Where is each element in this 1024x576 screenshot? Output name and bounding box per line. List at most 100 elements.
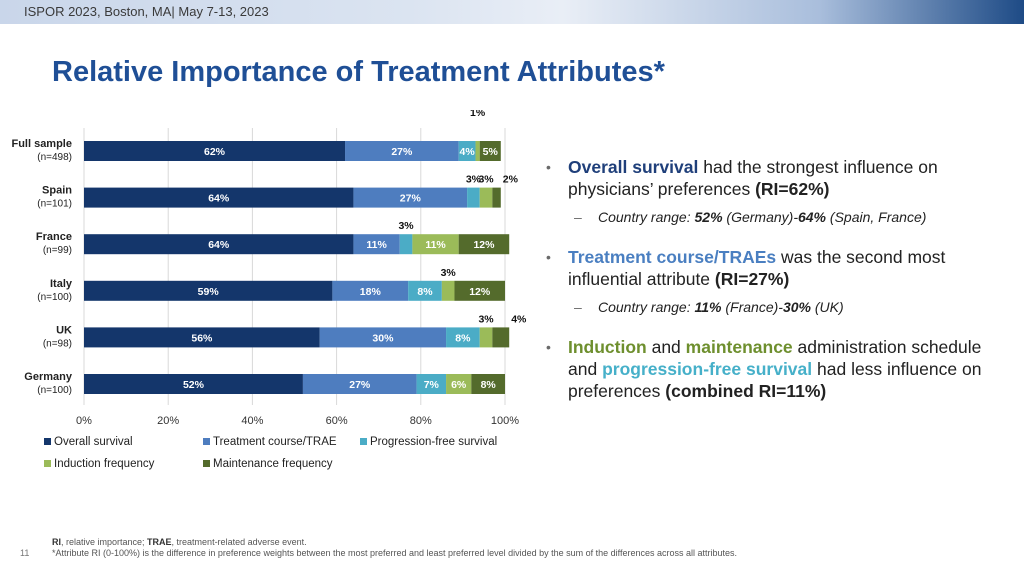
bullet-text-segment: had the strongest influence on physician… <box>568 157 938 199</box>
data-label: 3% <box>478 174 494 186</box>
data-label: 3% <box>441 267 457 279</box>
bullet-item: • Overall survival had the strongest infl… <box>546 156 1006 200</box>
category-n-label: (n=98) <box>43 338 72 349</box>
bar-segment-induction <box>479 327 493 348</box>
stacked-bar-chart: 0% 20% 40% 60% 80% 100% Full sample (n=498) 62% 2… <box>11 110 527 470</box>
bar-segment-overall-survival <box>84 234 354 255</box>
legend-swatch-maintenance <box>203 460 210 467</box>
x-tick-label: 40% <box>241 415 263 427</box>
bar-segment-induction <box>441 280 455 301</box>
data-label: 52% <box>183 379 205 391</box>
bar-segment-progression-free <box>408 280 442 301</box>
bar-segment-treatment-course <box>353 187 468 208</box>
data-label: 64% <box>208 239 230 251</box>
header-bar: ISPOR 2023, Boston, MA| May 7-13, 2023 <box>0 0 1024 24</box>
bar-segment-treatment-course <box>353 234 400 255</box>
category-n-label: (n=99) <box>43 245 72 256</box>
slide-title: Relative Importance of Treatment Attribu… <box>52 56 665 88</box>
bar-segment-overall-survival <box>84 187 354 208</box>
footnote-segment: TRAE <box>147 537 172 547</box>
data-label: 3% <box>466 174 482 186</box>
data-label: 27% <box>400 193 422 205</box>
data-label: 8% <box>481 379 497 391</box>
footnote-abbreviations: RI, relative importance; TRAE, treatment… <box>52 537 737 548</box>
legend-swatch-progression-free <box>360 438 367 445</box>
bullet-text-segment: Overall survival <box>568 157 699 177</box>
bar-segment-overall-survival <box>84 374 303 394</box>
data-label: 11% <box>366 239 387 251</box>
data-label: 12% <box>469 286 491 298</box>
data-label: 27% <box>391 146 413 158</box>
bar-segment-progression-free <box>416 374 447 394</box>
sub-bullet-segment: 11% <box>694 299 722 315</box>
bullet-text-segment: had less influence on preferences <box>568 359 982 401</box>
bullet-dot-icon: • <box>546 339 551 355</box>
bullet-item: • Induction and maintenance administratio… <box>546 336 1006 402</box>
bullet-text-segment: and <box>646 337 686 357</box>
bullet-text: Treatment course/TRAEs was the second mo… <box>568 247 945 289</box>
x-tick-label: 0% <box>76 415 92 427</box>
bar-segment-treatment-course <box>319 327 447 348</box>
bar-segment-induction <box>475 141 480 161</box>
bullet-text-segment: (RI=27%) <box>714 269 790 289</box>
conference-label: ISPOR 2023, Boston, MA| May 7-13, 2023 <box>24 4 269 19</box>
sub-bullet-segment: Country range: <box>598 299 695 315</box>
bar-segment-overall-survival <box>84 327 320 348</box>
legend-entry: Maintenance frequency <box>213 458 333 470</box>
sub-bullet-segment: Country range: <box>598 209 695 225</box>
sub-bullet: – Country range: 11% (France)-30% (UK) <box>546 296 1006 318</box>
data-label: 8% <box>417 286 433 298</box>
legend-swatch-overall-survival <box>44 438 51 445</box>
bar-segment-progression-free <box>399 234 413 255</box>
bar-segment-maintenance <box>492 187 501 208</box>
sub-bullet-segment: 30% <box>782 299 811 315</box>
legend-entry: Induction frequency <box>54 458 155 470</box>
category-label: Italy <box>50 278 73 290</box>
data-label: 27% <box>349 379 371 391</box>
category-n-label: (n=100) <box>37 385 72 396</box>
footnote-segment: , relative importance; <box>61 537 148 547</box>
sub-bullet-segment: 64% <box>797 209 827 225</box>
category-label: France <box>36 231 72 243</box>
x-tick-label: 20% <box>157 415 179 427</box>
data-label: 5% <box>483 146 499 158</box>
category-n-label: (n=498) <box>37 152 72 163</box>
bar-segment-maintenance <box>479 141 501 161</box>
data-label: 18% <box>360 286 382 298</box>
sub-bullet-segment: (UK) <box>810 299 844 315</box>
category-n-label: (n=100) <box>37 292 72 303</box>
data-label: 12% <box>473 239 495 251</box>
footnote-definition: *Attribute RI (0-100%) is the difference… <box>52 548 738 558</box>
data-label: 3% <box>478 313 494 325</box>
bar-segment-maintenance <box>458 234 510 255</box>
legend-entry: Progression-free survival <box>370 436 497 448</box>
bullet-dot-icon: • <box>546 249 551 265</box>
footnote-segment: RI <box>52 537 61 547</box>
bar-segment-treatment-course <box>332 280 409 301</box>
footnote-segment: , treatment-related adverse event. <box>171 537 307 547</box>
bar-segment-maintenance <box>492 327 510 348</box>
footnote: RI, relative importance; TRAE, treatment… <box>52 537 737 559</box>
data-label: 64% <box>208 193 230 205</box>
bar-segment-progression-free <box>446 327 480 348</box>
sub-bullet: – Country range: 52% (Germany)-64% (Spain… <box>546 206 1006 228</box>
bullet-text: Induction and maintenance administration… <box>568 337 981 401</box>
data-label: 4% <box>460 146 476 158</box>
bullet-text-segment: (combined RI=11%) <box>665 381 827 401</box>
sub-bullet-segment: (Germany)- <box>722 209 798 225</box>
legend-entry: Treatment course/TRAE <box>213 436 337 448</box>
bullet-text-segment: Induction <box>568 337 647 357</box>
bar-segment-induction <box>479 187 493 208</box>
data-label: 8% <box>455 332 471 344</box>
data-label: 7% <box>424 379 440 391</box>
bar-segment-progression-free <box>467 187 480 208</box>
bar-segment-overall-survival <box>84 280 333 301</box>
data-label: 6% <box>451 379 467 391</box>
bar-segment-treatment-course <box>345 141 459 161</box>
data-label: 62% <box>204 146 226 158</box>
data-label: 4% <box>511 313 527 325</box>
legend-entry: Overall survival <box>54 436 133 448</box>
data-label: 56% <box>191 332 213 344</box>
data-label: 59% <box>198 286 220 298</box>
bullet-text-segment: (RI=62%) <box>755 179 830 199</box>
